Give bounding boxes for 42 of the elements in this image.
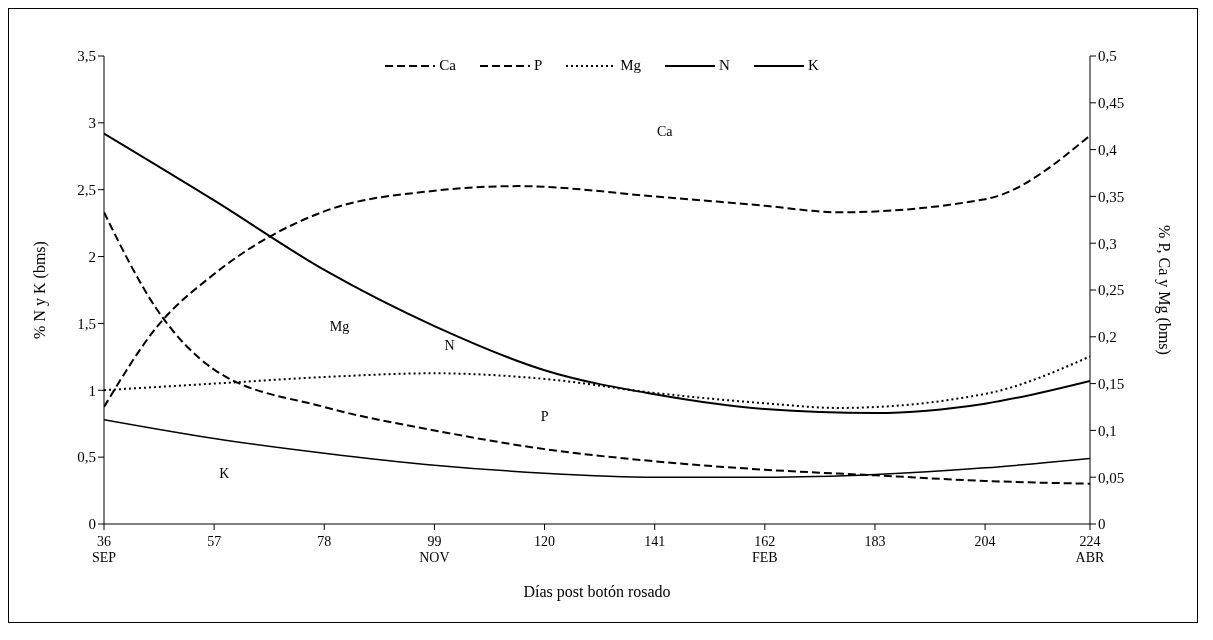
y-tick-label: 2,5 (77, 182, 96, 199)
y2-tick-label: 0,15 (1098, 375, 1125, 392)
y-tick-label: 3 (88, 115, 96, 132)
x-tick-label: 204 (974, 534, 996, 549)
x-tick-label: 183 (864, 534, 886, 549)
x-tick-label: 224 ABR (1075, 534, 1106, 565)
y-tick-label: 3,5 (77, 48, 96, 65)
text: Mg (329, 319, 350, 335)
y-tick-label: 1,5 (77, 315, 96, 332)
y-tick-label: 2 (88, 248, 96, 265)
legend-label: K (807, 57, 819, 74)
y2-tick-label: 0,1 (1098, 422, 1117, 439)
y-tick-label: 1 (88, 382, 96, 399)
y2-tick-label: 0,2 (1098, 329, 1117, 346)
legend-label: Mg (620, 57, 642, 74)
x-tick-label: 99 NOV (419, 534, 450, 565)
y2-tick-label: 0,5 (1098, 48, 1117, 65)
text: N (444, 338, 455, 354)
legend-label: Ca (439, 57, 456, 74)
x-tick-label: 141 (644, 534, 666, 549)
y2-tick-label: 0,25 (1098, 282, 1125, 299)
x-axis-title: Días post botón rosado (523, 583, 671, 601)
text: Ca (656, 124, 673, 140)
x-tick-label: 57 (207, 534, 222, 549)
y2-tick-label: 0 (1098, 516, 1106, 533)
y-axis-title: % N y K (bms) (30, 241, 49, 339)
text: P (540, 409, 549, 425)
y2-tick-label: 0,35 (1098, 188, 1125, 205)
y-tick-label: 0,5 (77, 449, 96, 466)
x-tick-label: 162 FEB (751, 534, 778, 565)
legend-label: N (719, 57, 730, 74)
y2-tick-label: 0,4 (1098, 141, 1118, 158)
y2-tick-label: 0,45 (1098, 95, 1125, 112)
y-tick-label: 0 (88, 516, 96, 533)
legend-label: P (533, 57, 543, 74)
y2-tick-label: 0,3 (1098, 235, 1117, 252)
y2-tick-label: 0,05 (1098, 469, 1125, 486)
x-tick-label: 36 SEP (91, 534, 117, 565)
x-tick-label: 120 (534, 534, 556, 549)
y2-axis-title: % P, Ca y Mg (bms) (1155, 225, 1174, 355)
x-tick-label: 78 (317, 534, 332, 549)
text: K (219, 466, 230, 482)
